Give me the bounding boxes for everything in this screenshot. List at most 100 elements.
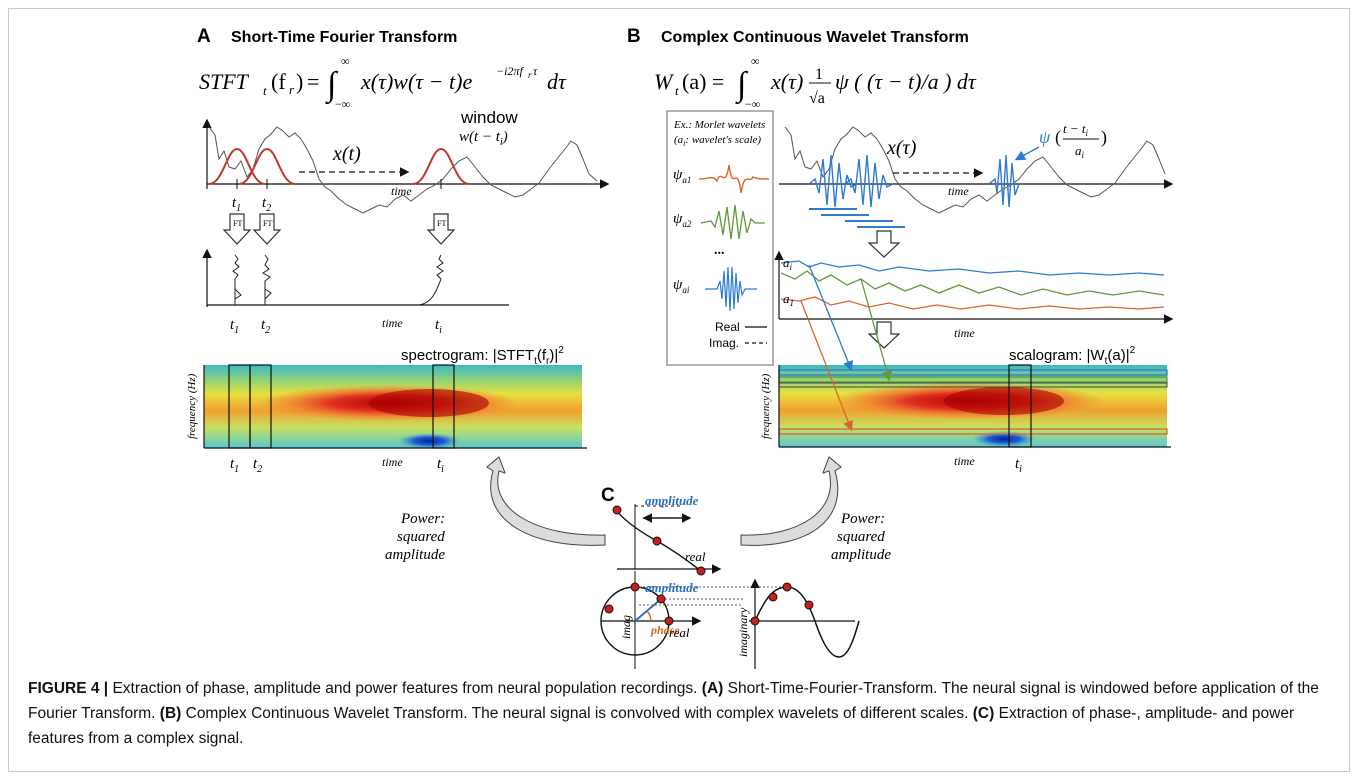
svg-text:t: t	[675, 83, 679, 98]
curved-arrow-left	[486, 456, 606, 546]
window-curve-2	[238, 147, 296, 185]
spectrogram: spectrogram: |STFTt(fr)|2 frequency (Hz)…	[186, 345, 587, 475]
neural-signal-trace	[208, 126, 598, 214]
wavelet-a1	[698, 164, 770, 194]
svg-text:(: (	[1055, 127, 1061, 148]
svg-text:r: r	[528, 70, 532, 80]
figure-canvas: A Short-Time Fourier Transform STFT t (f…	[186, 26, 1174, 669]
svg-text:t2: t2	[253, 456, 262, 475]
svg-text:): )	[1101, 127, 1107, 148]
freq-axis-b: frequency (Hz)	[760, 373, 772, 439]
cwt-equation: W t (a) = ∫ ∞ −∞ x(τ) 1 √a ψ ( (τ − t)/a…	[654, 54, 977, 111]
svg-text:ai: ai	[1075, 143, 1085, 160]
figure-caption: FIGURE 4 | Extraction of phase, amplitud…	[28, 680, 1319, 747]
panel-c-letter: C	[601, 485, 615, 506]
time-label-2: time	[382, 316, 403, 330]
svg-text:time: time	[954, 454, 975, 468]
ft-arrow-2	[252, 213, 282, 245]
svg-text:scalogram: |Wt(a)|2: scalogram: |Wt(a)|2	[1009, 345, 1136, 367]
svg-text:−∞: −∞	[335, 97, 350, 111]
signal-label: x(t)	[332, 143, 361, 165]
stft-symbol: STFT	[199, 69, 250, 94]
panel-a: A Short-Time Fourier Transform STFT t (f…	[186, 26, 610, 475]
stft-equation: STFT t (f r ) = ∫ ∞ −∞ x(τ)w(τ − t)e −i2…	[199, 54, 567, 111]
svg-text:ti: ti	[1015, 456, 1022, 475]
panel-a-title: Short-Time Fourier Transform	[231, 29, 457, 46]
svg-text:Imag.: Imag.	[709, 336, 739, 350]
svg-text:dτ: dτ	[547, 69, 567, 94]
t1-label: t	[232, 195, 237, 211]
svg-text:t1: t1	[230, 317, 239, 336]
svg-text:...: ...	[714, 243, 725, 258]
spectrogram-label: spectrogram: |STFT	[401, 347, 534, 364]
amplitude-diagram: amplitude real	[612, 493, 722, 576]
legend-title: Ex.: Morlet wavelets	[673, 119, 765, 131]
svg-text:r: r	[289, 82, 295, 97]
panel-b-letter: B	[627, 26, 641, 47]
connector-blue	[808, 264, 853, 372]
svg-text:real: real	[669, 625, 690, 640]
stft-spectra-plot: time t1 t2 ti	[202, 248, 509, 336]
svg-text:∫: ∫	[735, 66, 749, 105]
svg-text:ai: ai	[783, 255, 793, 272]
svg-text:FT: FT	[233, 219, 242, 228]
figure-frame: A Short-Time Fourier Transform STFT t (f…	[8, 8, 1350, 772]
svg-text:t1: t1	[232, 195, 241, 214]
cwt-arrow-2	[867, 321, 901, 349]
cwt-signal-trace	[784, 126, 1166, 214]
svg-text:t − ti: t − ti	[1063, 121, 1089, 138]
svg-text:w(t − ti): w(t − ti)	[459, 129, 508, 148]
stft-signal-plot: x(t) window w(t − ti) time t1 t2	[202, 108, 610, 214]
svg-text:−i2πf: −i2πf	[496, 64, 524, 78]
wavelet-legend: Ex.: Morlet wavelets (ai: wavelet's scal…	[666, 110, 774, 366]
svg-text:time: time	[382, 455, 403, 469]
svg-text:time: time	[954, 326, 975, 340]
cwt-signal-plot: x(τ) time ψ ( t − ti ai )	[779, 121, 1174, 228]
ft-arrows	[222, 213, 456, 245]
scalogram: scalogram: |Wt(a)|2 frequency (Hz) time …	[760, 345, 1171, 475]
svg-text:ψ ( (τ − t)/a ) dτ: ψ ( (τ − t)/a ) dτ	[835, 69, 977, 94]
window-curve-i	[412, 147, 470, 185]
svg-text:ψa2: ψa2	[673, 211, 692, 229]
svg-text:(a) =: (a) =	[682, 69, 724, 94]
svg-text:t2: t2	[262, 195, 271, 214]
power-left-1: Power:	[400, 511, 445, 527]
svg-text:FT: FT	[437, 219, 446, 228]
svg-text:ψa1: ψa1	[673, 167, 691, 185]
panel-c: C Power: squared amplitude Power: square…	[385, 456, 891, 669]
svg-text:(ai: wavelet's scale): (ai: wavelet's scale)	[674, 134, 761, 148]
cwt-arrow-1	[867, 230, 901, 258]
svg-text:1: 1	[815, 66, 823, 83]
panel-a-letter: A	[197, 26, 211, 47]
svg-text:imag: imag	[619, 615, 633, 639]
svg-text:∞: ∞	[341, 54, 350, 68]
wavelet-ai	[705, 266, 757, 312]
cwt-symbol: W	[654, 69, 674, 94]
svg-text:ti: ti	[435, 317, 442, 336]
imaginary-sine: imaginary	[736, 578, 860, 669]
window-curve-1	[208, 147, 266, 185]
amplitude-label-2: amplitude	[645, 580, 699, 595]
svg-text:time: time	[948, 184, 969, 198]
svg-text:ψai: ψai	[673, 277, 690, 295]
freq-axis-a: frequency (Hz)	[186, 373, 198, 439]
svg-text:t: t	[263, 83, 267, 98]
t2-label: t	[262, 195, 267, 211]
connector-orange	[800, 300, 854, 432]
svg-text:=: =	[307, 69, 319, 94]
ft-arrow-i	[426, 213, 456, 245]
svg-text:√a: √a	[809, 90, 825, 107]
svg-text:spectrogram: |STFTt(fr)|2: spectrogram: |STFTt(fr)|2	[401, 345, 564, 367]
panel-b: B Complex Continuous Wavelet Transform W…	[627, 26, 1174, 475]
caption-figure-number: FIGURE 4 |	[28, 680, 109, 697]
cwt-signal-label: x(τ)	[886, 137, 917, 159]
power-left-2: squared	[397, 529, 445, 545]
time-label-1: time	[391, 184, 412, 198]
svg-text:(f: (f	[271, 69, 286, 94]
panel-b-title: Complex Continuous Wavelet Transform	[661, 29, 969, 46]
svg-text:x(τ): x(τ)	[770, 69, 803, 94]
svg-text:): )	[296, 69, 303, 94]
svg-text:FT: FT	[263, 219, 272, 228]
svg-text:−∞: −∞	[745, 97, 760, 111]
svg-text:ti: ti	[437, 456, 444, 475]
